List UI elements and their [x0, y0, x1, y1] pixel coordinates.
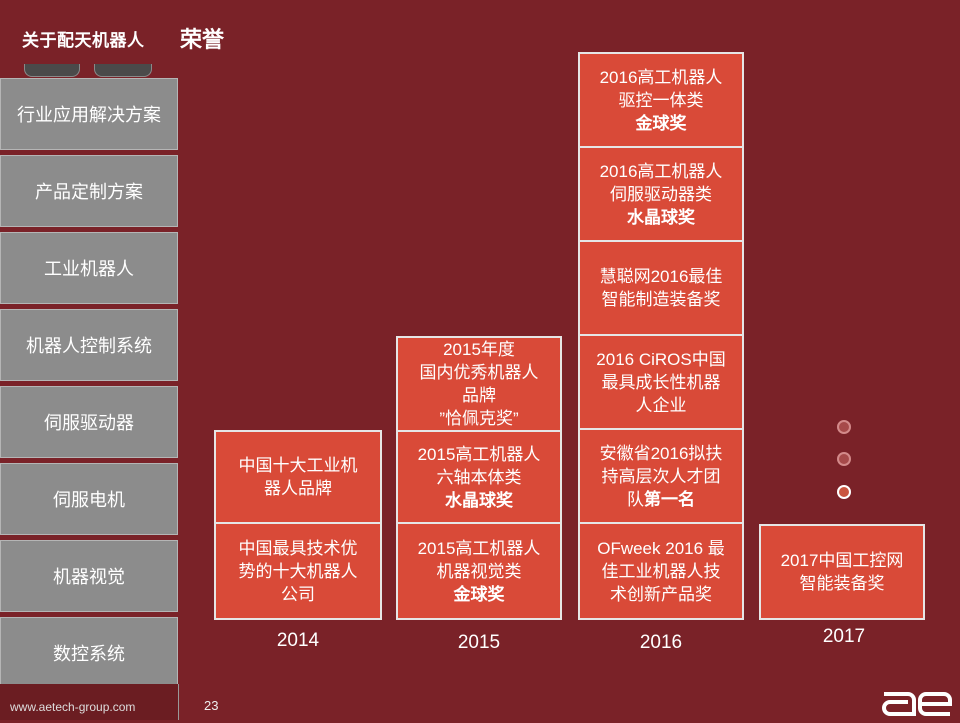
award-prize: 金球奖: [635, 113, 687, 133]
award-2016-anhui: 安徽省2016拟扶 持高层次人才团 队第一名: [578, 428, 744, 524]
sidebar-item-industrial-robots[interactable]: 工业机器人: [0, 232, 178, 304]
year-label-2015: 2015: [457, 632, 501, 653]
award-line: 国内优秀机器人: [419, 363, 539, 382]
award-prize: 金球奖: [453, 584, 505, 604]
award-2014-brand: 中国十大工业机 器人品牌: [214, 430, 382, 524]
award-line: 公司: [281, 584, 315, 604]
award-line: 2016高工机器人: [599, 161, 723, 181]
award-line: OFweek 2016 最: [597, 538, 725, 558]
award-2016-ciros: 2016 CiROS中国 最具成长性机器 人企业: [578, 334, 744, 430]
award-line-part: 队: [627, 489, 644, 509]
pager-dot-1[interactable]: [837, 420, 851, 434]
award-line: 2015高工机器人: [417, 444, 541, 464]
award-2016-hc360: 慧聪网2016最佳 智能制造装备奖: [578, 240, 744, 336]
award-line: 势的十大机器人: [238, 561, 358, 581]
sidebar-item-custom-solutions[interactable]: 产品定制方案: [0, 155, 178, 227]
award-line: 佳工业机器人技: [601, 561, 721, 581]
award-line: 安徽省2016拟扶: [599, 443, 723, 463]
award-2015-six-axis: 2015高工机器人 六轴本体类 水晶球奖: [396, 430, 562, 524]
award-prize: 水晶球奖: [445, 490, 513, 510]
sidebar-item-cnc[interactable]: 数控系统: [0, 617, 178, 689]
company-title: 关于配天机器人: [22, 31, 145, 50]
award-line: 持高层次人才团: [601, 466, 721, 486]
award-line: 伺服驱动器类: [610, 184, 712, 204]
award-line: 2015年度: [443, 340, 515, 359]
page-title: 荣誉: [180, 27, 225, 52]
award-line: 术创新产品奖: [610, 584, 712, 604]
award-line: 慧聪网2016最佳: [599, 267, 723, 286]
pager-dot-3-active[interactable]: [837, 485, 851, 499]
sidebar-item-servo-drive[interactable]: 伺服驱动器: [0, 386, 178, 458]
award-line: ”恰佩克奖”: [439, 409, 519, 428]
award-line: 机器视觉类: [436, 561, 522, 581]
page-number: 23: [204, 698, 219, 713]
year-label-2016: 2016: [639, 632, 683, 653]
award-prize: 第一名: [644, 489, 695, 509]
award-line: 中国最具技术优: [238, 538, 358, 558]
footer-sidebar-bar: [0, 684, 179, 720]
award-line: 队第一名: [627, 488, 695, 511]
sidebar-item-machine-vision[interactable]: 机器视觉: [0, 540, 178, 612]
award-2017-gongkong: 2017中国工控网 智能装备奖: [759, 524, 925, 620]
ae-logo: [880, 684, 956, 723]
award-line: 智能制造装备奖: [601, 290, 721, 309]
award-line: 器人品牌: [264, 479, 332, 498]
top-tab-left[interactable]: [24, 64, 80, 77]
award-line: 驱控一体类: [618, 90, 704, 110]
award-line: 人企业: [635, 395, 687, 415]
footer-website[interactable]: www.aetech-group.com: [10, 700, 136, 714]
award-line: 2016高工机器人: [599, 67, 723, 87]
sidebar-item-industry-solutions[interactable]: 行业应用解决方案: [0, 78, 178, 150]
award-2016-ofweek: OFweek 2016 最 佳工业机器人技 术创新产品奖: [578, 522, 744, 620]
year-label-2017: 2017: [822, 626, 866, 647]
award-2016-servo: 2016高工机器人 伺服驱动器类 水晶球奖: [578, 146, 744, 242]
top-tab-right[interactable]: [94, 64, 152, 77]
award-line: 2015高工机器人: [417, 538, 541, 558]
award-2014-company: 中国最具技术优 势的十大机器人 公司: [214, 522, 382, 620]
year-label-2014: 2014: [276, 630, 320, 651]
award-line: 中国十大工业机: [238, 456, 358, 475]
pager-dot-2[interactable]: [837, 452, 851, 466]
award-line: 2016 CiROS中国: [596, 349, 726, 369]
sidebar-item-servo-motor[interactable]: 伺服电机: [0, 463, 178, 535]
award-line: 品牌: [462, 386, 496, 405]
award-prize: 水晶球奖: [627, 207, 695, 227]
award-line: 六轴本体类: [436, 467, 522, 487]
award-line: 最具成长性机器: [601, 372, 721, 392]
award-line: 智能装备奖: [799, 574, 885, 593]
award-line: 2017中国工控网: [780, 551, 904, 570]
award-2015-capek: 2015年度 国内优秀机器人 品牌 ”恰佩克奖”: [396, 336, 562, 432]
sidebar-item-robot-control[interactable]: 机器人控制系统: [0, 309, 178, 381]
award-2016-drive-control: 2016高工机器人 驱控一体类 金球奖: [578, 52, 744, 148]
award-2015-vision: 2015高工机器人 机器视觉类 金球奖: [396, 522, 562, 620]
